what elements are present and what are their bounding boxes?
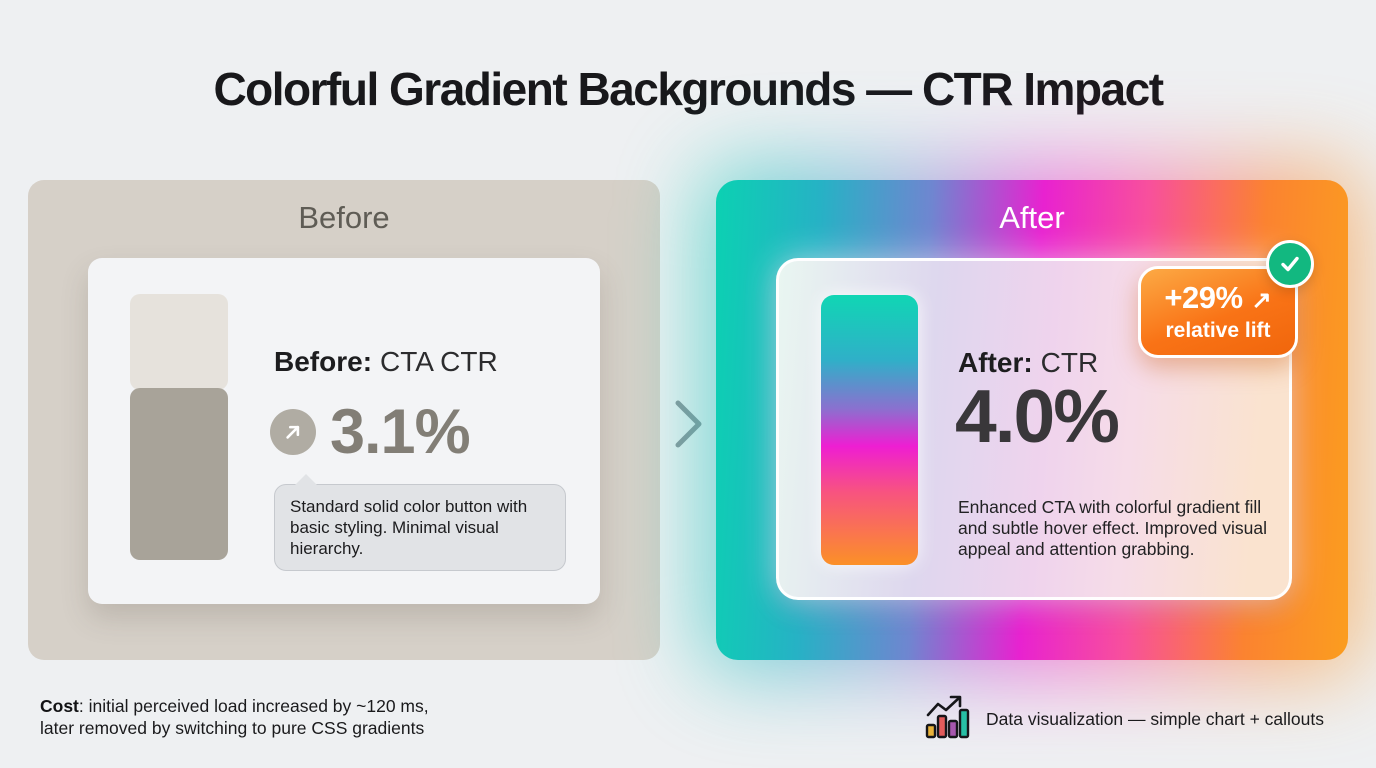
after-panel: After After: CTR 4.0% Enhanced CTA with c… — [716, 180, 1348, 660]
before-tooltip: Standard solid color button with basic s… — [274, 474, 566, 571]
before-ctr-value: 3.1% — [330, 397, 471, 467]
after-description: Enhanced CTA with colorful gradient fill… — [958, 497, 1268, 559]
lift-badge: +29% ↗ relative lift — [1138, 266, 1298, 358]
page-title: Colorful Gradient Backgrounds — CTR Impa… — [213, 63, 1164, 115]
after-ctr-value: 4.0% — [955, 374, 1120, 458]
before-metric-row: 3.1% — [270, 396, 471, 468]
chevron-right-icon — [672, 398, 706, 455]
lift-caption: relative lift — [1165, 319, 1271, 342]
bar-chart-icon — [924, 694, 970, 745]
after-metric-label-rest: CTR — [1040, 347, 1099, 378]
caption-row: Data visualization — simple chart + call… — [924, 694, 1324, 745]
after-metric-label-bold: After: — [958, 347, 1033, 378]
cost-footnote-line1: Cost: initial perceived load increased b… — [40, 695, 429, 717]
arrow-up-right-icon — [270, 409, 316, 455]
cost-footnote-line2: later removed by switching to pure CSS g… — [40, 718, 425, 738]
before-metric-label-rest: CTA CTR — [380, 346, 498, 377]
after-panel-label: After — [999, 200, 1065, 235]
before-bar-segment-dark — [130, 388, 228, 560]
check-icon — [1266, 240, 1314, 288]
before-card: Before: CTA CTR 3.1% Standard solid color… — [88, 258, 600, 604]
arrow-up-right-icon: ↗ — [1251, 287, 1272, 314]
cost-footnote: Cost: initial perceived load increased b… — [40, 695, 429, 739]
after-panel-glow: After After: CTR 4.0% Enhanced CTA with c… — [716, 180, 1348, 660]
cost-footnote-bold: Cost — [40, 696, 79, 716]
before-bar-segment-light — [130, 294, 228, 390]
before-panel: Before Before: CTA CTR 3.1% Standard soli… — [28, 180, 660, 660]
caption-text: Data visualization — simple chart + call… — [986, 709, 1324, 729]
cost-footnote-line1-rest: : initial perceived load increased by ~1… — [78, 696, 429, 716]
lift-value: +29% — [1164, 280, 1243, 315]
lift-badge-value-row: +29% ↗ — [1151, 280, 1285, 316]
before-metric-label-bold: Before: — [274, 346, 373, 377]
before-metric-label: Before: CTA CTR — [274, 346, 498, 378]
before-panel-label: Before — [298, 200, 390, 235]
after-gradient-bar — [821, 295, 918, 565]
after-metric-label: After: CTR — [958, 347, 1098, 379]
